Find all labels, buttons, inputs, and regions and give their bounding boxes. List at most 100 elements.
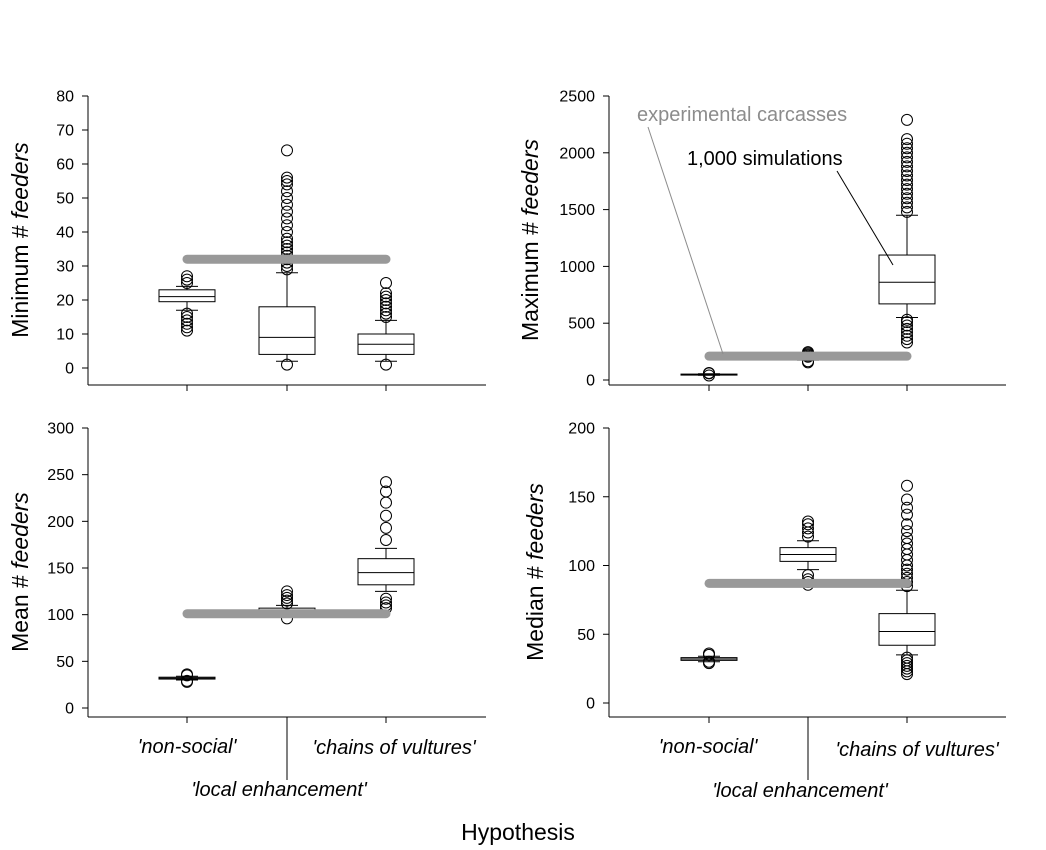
outlier-point bbox=[181, 277, 193, 289]
outlier-point bbox=[181, 321, 193, 334]
outlier-point bbox=[901, 525, 913, 538]
outlier-point bbox=[901, 319, 913, 332]
maximum-y-axis-label-prefix: Maximum # bbox=[517, 216, 543, 341]
outlier-point bbox=[901, 659, 913, 672]
outlier-point bbox=[901, 113, 913, 126]
mean-panel: 0 50 100 150 200 250 300 Mean # feeders bbox=[7, 421, 486, 723]
outlier-point bbox=[281, 178, 293, 191]
median-y-axis-label: Median # feeders bbox=[522, 483, 548, 661]
maximum-y-tick-label: 0 bbox=[586, 373, 595, 390]
outlier-point bbox=[281, 185, 293, 198]
mean-y-tick-label: 0 bbox=[65, 701, 74, 718]
mean-box-0 bbox=[158, 668, 216, 688]
maximum-y-axis-label-italic: feeders bbox=[517, 139, 543, 216]
outlier-point bbox=[380, 592, 392, 605]
mean-y-tick-label: 100 bbox=[47, 607, 74, 624]
outlier-point bbox=[901, 192, 913, 205]
mean-y-tick-label: 300 bbox=[47, 421, 74, 438]
outlier-point bbox=[703, 647, 715, 660]
outlier-point bbox=[901, 196, 913, 209]
left-cat-non-social: 'non-social' bbox=[138, 736, 238, 758]
maximum-y-tick-label: 2500 bbox=[559, 89, 595, 106]
outlier-point bbox=[380, 311, 392, 323]
minimum-y-tick-label: 40 bbox=[56, 225, 74, 242]
median-y-tick-label: 0 bbox=[586, 696, 595, 713]
outlier-point bbox=[281, 205, 293, 218]
outlier-point bbox=[281, 589, 293, 602]
outlier-point bbox=[901, 146, 913, 159]
outlier-point bbox=[901, 651, 913, 664]
outlier-point bbox=[380, 304, 392, 317]
outlier-point bbox=[281, 585, 293, 598]
maximum-y-tick-label: 2000 bbox=[559, 145, 595, 162]
outlier-point bbox=[281, 226, 293, 238]
outlier-point bbox=[281, 192, 293, 204]
outlier-point bbox=[281, 175, 293, 187]
outlier-point bbox=[281, 232, 293, 245]
median-box-0 bbox=[680, 647, 738, 670]
outlier-point bbox=[901, 137, 913, 150]
outlier-point bbox=[901, 169, 913, 182]
outlier-point bbox=[901, 518, 913, 531]
annotation-experimental-leader bbox=[647, 126, 724, 355]
outlier-point bbox=[181, 324, 193, 337]
outlier-point bbox=[181, 674, 193, 687]
outlier-point bbox=[281, 219, 293, 232]
outlier-point bbox=[281, 358, 293, 371]
outlier-point bbox=[703, 366, 715, 379]
minimum-y-tick-label: 80 bbox=[56, 89, 74, 106]
outlier-point bbox=[901, 201, 913, 214]
outlier-point bbox=[802, 515, 814, 528]
outlier-point bbox=[802, 522, 814, 535]
outlier-point bbox=[380, 294, 392, 306]
outlier-point bbox=[703, 655, 715, 668]
minimum-box-2 bbox=[357, 277, 415, 371]
outlier-point bbox=[901, 336, 913, 349]
outlier-point bbox=[901, 501, 913, 514]
outlier-point bbox=[380, 521, 392, 534]
outlier-point bbox=[901, 155, 913, 168]
mean-box-2 bbox=[357, 476, 415, 615]
mean-y-tick-label: 200 bbox=[47, 514, 74, 531]
minimum-box-0 bbox=[158, 270, 216, 337]
maximum-y-tick-label: 1000 bbox=[559, 259, 595, 276]
outlier-point bbox=[181, 311, 193, 323]
outlier-point bbox=[380, 290, 392, 303]
outlier-point bbox=[901, 133, 913, 146]
mean-y-axis-label-prefix: Mean # bbox=[7, 569, 33, 652]
outlier-point bbox=[380, 300, 392, 313]
outlier-point bbox=[380, 297, 392, 310]
outlier-point bbox=[281, 198, 293, 211]
annotation-simulations: 1,000 simulations bbox=[687, 148, 843, 170]
median-y-tick-label: 50 bbox=[577, 627, 595, 644]
outlier-point bbox=[901, 493, 913, 506]
mean-y-axis-label: Mean # feeders bbox=[7, 492, 33, 652]
minimum-y-tick-label: 10 bbox=[56, 327, 74, 344]
outlier-point bbox=[281, 243, 293, 255]
outlier-point bbox=[181, 668, 193, 681]
outlier-point bbox=[901, 178, 913, 191]
mean-y-axis-label-italic: feeders bbox=[7, 492, 33, 569]
outlier-point bbox=[901, 151, 913, 164]
minimum-y-axis-label: Minimum # feeders bbox=[7, 142, 33, 338]
maximum-y-tick-label: 1500 bbox=[559, 202, 595, 219]
maximum-y-tick-label: 500 bbox=[568, 316, 595, 333]
box-iqr bbox=[878, 254, 936, 305]
outlier-point bbox=[380, 287, 392, 300]
median-y-tick-label: 200 bbox=[568, 421, 595, 438]
minimum-y-axis-label-prefix: Minimum # bbox=[7, 219, 33, 338]
mean-y-tick-label: 50 bbox=[56, 654, 74, 671]
outlier-point bbox=[901, 563, 913, 576]
median-y-tick-label: 100 bbox=[568, 558, 595, 575]
annotation-simulations-leader bbox=[836, 170, 894, 266]
outlier-point bbox=[901, 654, 913, 667]
outlier-point bbox=[181, 307, 193, 320]
maximum-box-0 bbox=[680, 366, 738, 382]
minimum-y-tick-label: 30 bbox=[56, 259, 74, 276]
outlier-point bbox=[901, 164, 913, 177]
median-y-axis-label-italic: feeders bbox=[522, 483, 548, 560]
left-cat-chains-of-vultures: 'chains of vultures' bbox=[312, 737, 476, 759]
maximum-box-2 bbox=[878, 113, 936, 349]
outlier-point bbox=[380, 277, 392, 289]
